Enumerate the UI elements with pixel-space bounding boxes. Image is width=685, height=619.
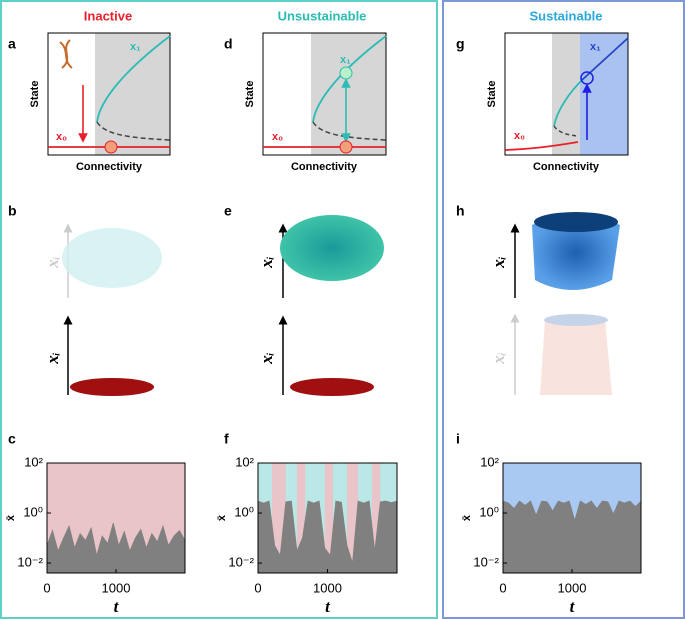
axis-label: xᵢ — [257, 352, 276, 365]
panel-letter: i — [456, 431, 460, 447]
x-axis-label: t — [570, 597, 576, 616]
y-tick-label: 10² — [235, 454, 254, 469]
x-tick-label: 1000 — [313, 580, 342, 595]
y-tick-label: 10² — [480, 454, 499, 469]
column-title: Inactive — [84, 8, 132, 23]
network-panel: xᵢ xᵢ — [43, 223, 162, 396]
column-title: Sustainable — [530, 8, 603, 23]
x-tick-label: 1000 — [102, 580, 131, 595]
x-tick-label: 0 — [43, 580, 50, 595]
x-axis-label: t — [114, 597, 120, 616]
regime-span — [324, 463, 334, 573]
y-tick-label: 10⁻² — [473, 554, 499, 569]
axis-label: xᵢ — [43, 256, 62, 269]
network-panel: xᵢ xᵢ — [257, 215, 384, 396]
regime-span — [371, 463, 381, 573]
y-axis-label: State — [244, 81, 256, 108]
x-axis-label: t — [325, 597, 331, 616]
branch-label: x₀ — [514, 130, 525, 142]
x-axis-label: Connectivity — [76, 161, 143, 173]
y-tick-label: 10⁰ — [479, 504, 499, 519]
signal-area — [502, 500, 642, 574]
panel-letter: b — [8, 203, 17, 219]
y-tick-label: 10² — [24, 454, 43, 469]
frame-right — [442, 0, 685, 619]
regime-span — [346, 463, 359, 573]
branch-label: x₀ — [272, 131, 283, 143]
axis-label: xᵢ — [489, 352, 508, 365]
signal-area — [257, 500, 398, 574]
axis-label: xᵢ — [489, 256, 508, 269]
branch-label: x₁ — [340, 54, 351, 66]
network-panel: xᵢ xᵢ — [489, 212, 620, 395]
x-tick-label: 1000 — [558, 580, 587, 595]
panel-letter: h — [456, 203, 465, 219]
y-tick-label: 10⁻² — [228, 554, 254, 569]
panel-letter: f — [224, 431, 229, 447]
y-axis-label: x̄ — [461, 514, 473, 521]
panel-letter: g — [456, 36, 465, 52]
axis-label: xᵢ — [257, 256, 276, 269]
x-axis-label: Connectivity — [533, 161, 600, 173]
y-tick-label: 10⁻² — [17, 554, 43, 569]
branch-label: x₁ — [590, 41, 601, 53]
branch-label: x₀ — [56, 131, 67, 143]
branch-label: x₁ — [130, 41, 141, 53]
panel-letter: a — [8, 36, 16, 52]
y-axis-label: x̄ — [5, 514, 17, 521]
x-tick-label: 0 — [254, 580, 261, 595]
panel-letter: e — [224, 203, 232, 219]
x-axis-label: Connectivity — [291, 161, 358, 173]
y-axis-label: x̄ — [216, 514, 228, 521]
state-diagram: x₁ x₀ State Connectivity — [244, 32, 387, 173]
y-tick-label: 10⁰ — [234, 504, 254, 519]
regime-span — [296, 463, 306, 573]
state-diagram: x₁ x₀ State Connectivity — [486, 32, 629, 173]
y-tick-label: 10⁰ — [23, 504, 43, 519]
state-diagram: x₁ x₀ State Connectivity — [29, 32, 171, 173]
y-axis-label: State — [29, 81, 41, 108]
column-title: Unsustainable — [278, 8, 367, 23]
panel-letter: d — [224, 36, 233, 52]
axis-label: xᵢ — [43, 352, 62, 365]
y-axis-label: State — [486, 81, 498, 108]
x-tick-label: 0 — [499, 580, 506, 595]
frame-left — [0, 0, 438, 619]
panel-letter: c — [8, 431, 16, 447]
signal-area — [46, 522, 186, 574]
